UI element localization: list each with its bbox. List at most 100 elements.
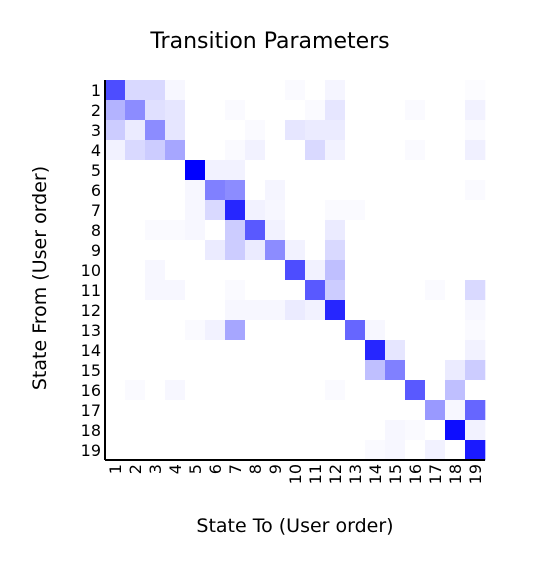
heatmap-cell [405,440,426,461]
heatmap-cell [365,200,386,221]
heatmap-cell [105,80,126,101]
heatmap-cell [405,260,426,281]
heatmap-cell [145,300,166,321]
heatmap-cell [425,360,446,381]
heatmap-cell [325,160,346,181]
x-tick-label: 15 [386,464,405,484]
heatmap-cell [225,320,246,341]
heatmap-cell [465,300,486,321]
heatmap-cell [145,360,166,381]
heatmap-cell [285,420,306,441]
heatmap-cell [145,140,166,161]
heatmap-cell [165,220,186,241]
heatmap-cell [305,380,326,401]
heatmap-cell [425,240,446,261]
heatmap-cell [465,400,486,421]
heatmap-cell [185,340,206,361]
heatmap-cell [365,380,386,401]
heatmap-cell [305,240,326,261]
heatmap-cell [165,100,186,121]
heatmap-cell [285,120,306,141]
heatmap-cell [265,380,286,401]
heatmap-cell [445,320,466,341]
heatmap-cell [445,80,466,101]
heatmap-cell [265,300,286,321]
heatmap-cell [185,100,206,121]
heatmap-cell [165,260,186,281]
heatmap-cell [225,200,246,221]
heatmap-cell [125,260,146,281]
heatmap-cell [345,340,366,361]
heatmap-cell [225,300,246,321]
heatmap-cell [105,240,126,261]
heatmap-cell [365,180,386,201]
heatmap-cell [245,260,266,281]
heatmap-cell [185,300,206,321]
x-tick-label: 17 [426,464,445,484]
y-tick-label: 10 [81,261,101,280]
heatmap-cell [205,360,226,381]
heatmap-cell [465,340,486,361]
heatmap-cell [205,300,226,321]
heatmap-cell [225,80,246,101]
heatmap-cell [245,420,266,441]
heatmap-cell [125,100,146,121]
heatmap-cell [265,280,286,301]
y-tick-label: 15 [81,361,101,380]
heatmap-cell [185,180,206,201]
heatmap-cell [385,220,406,241]
heatmap-cell [405,360,426,381]
y-tick-label: 1 [91,81,101,100]
heatmap-cell [185,80,206,101]
heatmap-cell [265,400,286,421]
heatmap-cell [285,340,306,361]
heatmap-cell [285,380,306,401]
heatmap-cell [165,320,186,341]
heatmap-cell [365,80,386,101]
heatmap-cell [325,180,346,201]
heatmap-cell [225,220,246,241]
heatmap-cell [265,440,286,461]
heatmap-cell [105,220,126,241]
heatmap-cell [445,260,466,281]
heatmap-cell [405,80,426,101]
heatmap-cell [205,340,226,361]
heatmap-cell [325,220,346,241]
heatmap-cell [105,180,126,201]
heatmap-cell [185,200,206,221]
heatmap-cell [385,160,406,181]
heatmap-cell [265,320,286,341]
x-tick-label: 2 [126,464,145,474]
heatmap-cell [305,300,326,321]
heatmap-cell [465,260,486,281]
heatmap-cell [225,160,246,181]
heatmap-cell [125,160,146,181]
x-tick-label: 18 [446,464,465,484]
y-tick-label: 8 [91,221,101,240]
heatmap-cell [285,400,306,421]
heatmap-cell [105,200,126,221]
heatmap-cell [325,380,346,401]
heatmap-cell [105,160,126,181]
heatmap-cell [145,340,166,361]
heatmap-cell [265,200,286,221]
y-tick-label: 11 [81,281,101,300]
heatmap-cell [125,400,146,421]
heatmap-cell [125,440,146,461]
heatmap-cell [205,380,226,401]
heatmap-cell [165,200,186,221]
x-tick-label: 1 [106,464,125,474]
heatmap-cell [165,340,186,361]
heatmap-cell [205,320,226,341]
x-tick-label: 5 [186,464,205,474]
x-tick-label: 4 [166,464,185,474]
heatmap-cell [225,280,246,301]
heatmap-cell [445,300,466,321]
heatmap-cell [245,200,266,221]
heatmap-cell [285,300,306,321]
heatmap-cell [345,80,366,101]
heatmap-cell [345,380,366,401]
heatmap-cell [125,340,146,361]
heatmap-cell [425,340,446,361]
heatmap-cell [185,360,206,381]
